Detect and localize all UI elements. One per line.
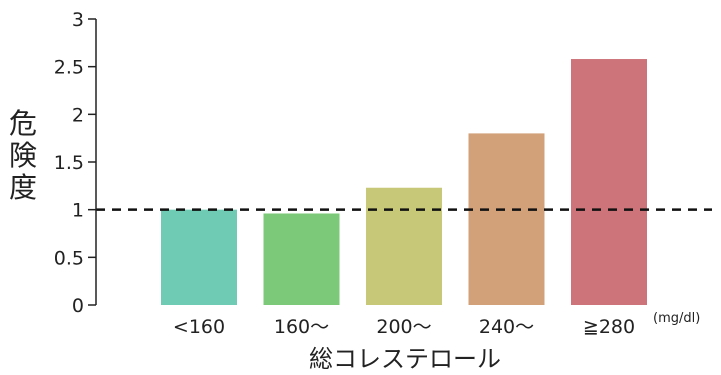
bar <box>571 59 647 305</box>
y-axis-label-char: 危 <box>8 107 37 140</box>
unit-label: (mg/dl) <box>653 311 700 326</box>
bar <box>366 187 442 305</box>
y-tick-label: 2.5 <box>54 57 84 79</box>
x-axis-title: 総コレステロール <box>309 345 501 373</box>
bar <box>468 133 545 305</box>
y-tick-label: 3 <box>72 9 84 31</box>
y-axis-label-char: 険 <box>8 139 37 172</box>
y-tick-label: 1 <box>72 200 84 222</box>
y-tick-label: 0.5 <box>54 247 84 269</box>
bar <box>161 209 237 305</box>
y-axis-label-char: 度 <box>8 171 37 204</box>
x-tick-label: 200～ <box>376 316 431 338</box>
x-tick-label: ≧280 <box>583 316 635 338</box>
bar <box>263 213 340 305</box>
x-tick-label: 160～ <box>274 316 329 338</box>
x-tick-label: 240～ <box>479 316 534 338</box>
y-axis-label: 危険度 <box>6 108 40 204</box>
y-tick-label: 2 <box>72 104 84 126</box>
y-tick-label: 1.5 <box>54 152 84 174</box>
x-tick-label: <160 <box>173 316 225 338</box>
y-tick-label: 0 <box>72 295 84 317</box>
